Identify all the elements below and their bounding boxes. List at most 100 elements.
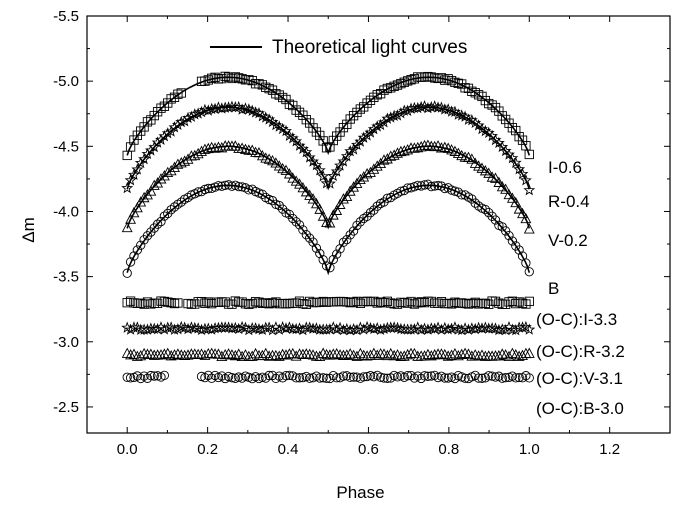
data-point-star	[185, 321, 198, 333]
data-point-star	[340, 149, 353, 162]
data-point-circle	[315, 373, 325, 383]
data-point-circle	[261, 373, 271, 383]
data-point-square	[362, 98, 372, 108]
data-point-circle	[122, 268, 132, 278]
data-point-circle	[146, 370, 156, 381]
data-point-triangle	[506, 192, 518, 203]
data-point-square	[460, 298, 470, 309]
data-point-triangle	[513, 203, 525, 214]
data-point-triangle	[196, 348, 207, 359]
data-point-square	[433, 298, 443, 308]
data-point-circle	[207, 373, 217, 383]
data-point-circle	[132, 245, 142, 255]
data-point-triangle	[358, 349, 370, 360]
data-point-triangle	[348, 349, 360, 360]
data-point-triangle	[422, 348, 434, 360]
data-point-circle	[176, 197, 186, 207]
data-point-circle	[132, 371, 142, 381]
data-point-square	[163, 297, 173, 307]
data-point-circle	[328, 254, 338, 265]
data-point-star	[266, 324, 279, 336]
data-point-square	[207, 299, 217, 309]
data-point-square	[267, 298, 278, 308]
data-point-star	[428, 100, 441, 112]
data-point-square	[301, 299, 311, 309]
data-point-square	[446, 75, 457, 86]
data-point-square	[257, 80, 268, 90]
data-point-square	[294, 296, 305, 306]
data-point-square	[450, 297, 460, 307]
data-point-circle	[129, 251, 139, 261]
data-point-circle	[386, 192, 396, 203]
data-point-square	[517, 135, 528, 145]
data-point-square	[514, 131, 524, 142]
data-point-star	[330, 323, 343, 335]
data-point-circle	[413, 371, 423, 381]
data-point-triangle	[523, 223, 535, 234]
data-point-square	[166, 298, 176, 308]
data-point-triangle	[145, 185, 157, 196]
data-point-circle	[156, 216, 166, 227]
y-tick-label: -2.5	[53, 399, 79, 416]
data-point-star	[202, 322, 215, 334]
data-point-square	[227, 299, 237, 309]
data-point-triangle	[452, 349, 464, 361]
data-point-triangle	[334, 349, 346, 360]
data-point-triangle	[256, 349, 268, 361]
data-point-star	[462, 113, 475, 125]
data-point-square	[125, 296, 136, 306]
data-point-square	[352, 107, 362, 118]
data-point-triangle	[334, 198, 346, 209]
data-point-circle	[274, 200, 284, 211]
data-point-square	[524, 296, 534, 307]
data-point-square	[281, 94, 291, 105]
data-point-square	[315, 130, 325, 141]
data-point-triangle	[456, 348, 468, 359]
data-point-circle	[477, 373, 487, 383]
data-point-circle	[264, 370, 274, 381]
data-point-star	[435, 323, 448, 335]
data-point-square	[409, 74, 420, 84]
data-point-triangle	[459, 347, 471, 358]
data-point-triangle	[493, 176, 505, 187]
data-point-star	[219, 321, 232, 333]
data-point-star	[513, 321, 526, 333]
data-point-square	[413, 298, 423, 308]
data-point-star	[225, 322, 238, 334]
residual-label: (O-C):R-3.2	[536, 342, 625, 361]
data-point-triangle	[125, 349, 137, 360]
data-point-circle	[484, 208, 494, 218]
y-tick-label: -3.0	[53, 334, 79, 351]
data-point-triangle	[337, 349, 349, 360]
data-point-circle	[460, 373, 470, 383]
data-point-triangle	[209, 348, 221, 359]
series-label-r-0.4: R-0.4	[548, 192, 590, 211]
data-point-star	[398, 104, 411, 116]
data-point-square	[470, 297, 480, 308]
data-point-square	[291, 298, 301, 308]
data-point-circle	[514, 245, 524, 255]
data-point-triangle	[476, 349, 488, 360]
residual-label: (O-C):V-3.1	[536, 369, 623, 388]
data-point-triangle	[398, 350, 410, 361]
data-point-triangle	[486, 171, 498, 182]
data-point-square	[372, 298, 382, 308]
data-point-circle	[125, 257, 136, 267]
data-point-triangle	[365, 166, 376, 177]
data-point-star	[246, 321, 259, 334]
data-point-circle	[291, 217, 301, 227]
data-point-star	[432, 101, 445, 113]
data-point-triangle	[246, 350, 258, 361]
data-point-star	[280, 322, 292, 334]
data-point-square	[318, 136, 328, 146]
data-point-circle	[125, 373, 136, 383]
data-point-square	[514, 297, 524, 307]
data-point-circle	[338, 371, 349, 381]
data-point-triangle	[169, 349, 180, 360]
data-point-square	[271, 89, 281, 99]
data-point-square	[166, 94, 176, 104]
data-point-star	[519, 174, 532, 186]
data-point-square	[484, 299, 494, 309]
data-point-triangle	[422, 139, 434, 150]
data-point-triangle	[442, 350, 454, 361]
